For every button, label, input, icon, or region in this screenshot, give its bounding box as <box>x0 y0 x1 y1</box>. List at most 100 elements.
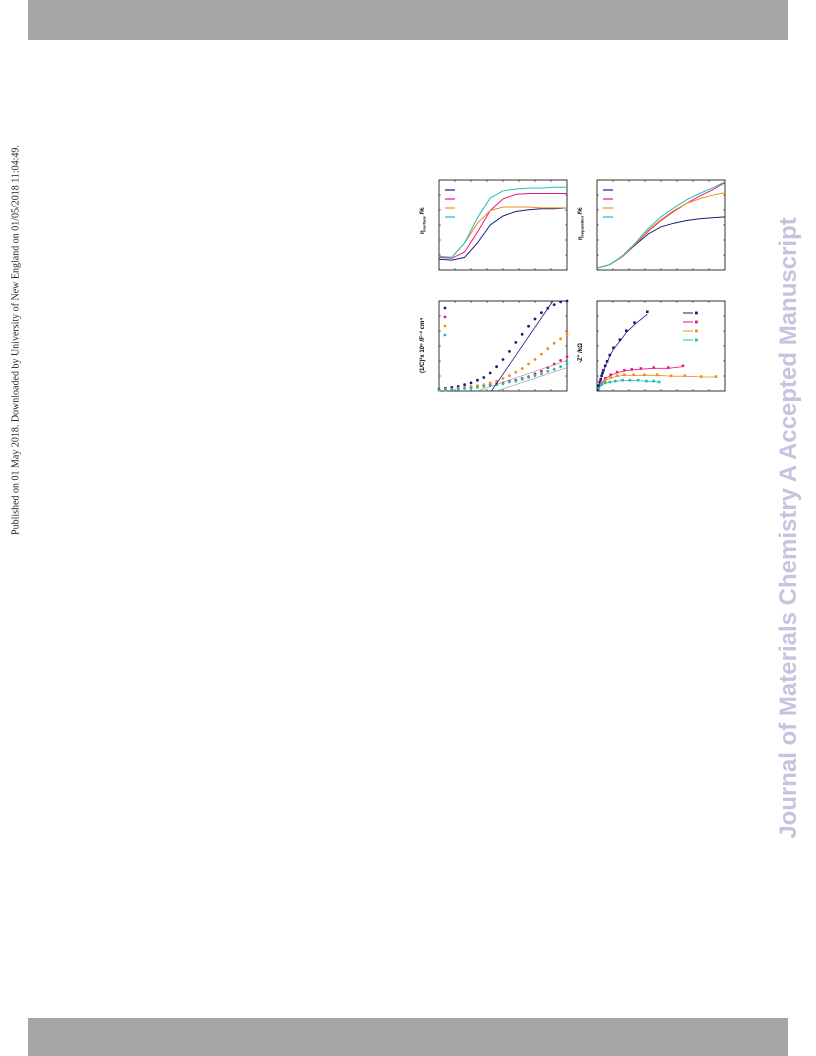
data-point <box>527 376 530 379</box>
data-point <box>559 365 562 369</box>
data-point <box>469 381 473 385</box>
data-point <box>605 360 609 363</box>
data-point <box>520 332 524 336</box>
legend-marker <box>695 311 698 315</box>
data-point <box>683 374 687 377</box>
data-point <box>437 388 441 392</box>
legend-marker <box>443 333 447 337</box>
data-point <box>623 373 626 377</box>
data-point <box>456 387 460 391</box>
data-point <box>632 373 635 377</box>
data-point <box>482 376 486 379</box>
data-point <box>601 371 604 375</box>
data-point <box>603 381 607 385</box>
data-point <box>501 382 505 386</box>
footer-bar <box>28 1018 788 1056</box>
data-point <box>636 378 640 382</box>
data-point <box>565 332 569 336</box>
data-point <box>508 350 511 353</box>
data-point <box>488 371 492 375</box>
data-point <box>597 387 601 390</box>
data-point <box>559 337 562 341</box>
data-point <box>520 377 524 381</box>
data-point <box>609 376 612 379</box>
chart-mott-schottky: (1/C)²x 10⁹ /F⁻² cm⁴ <box>419 299 569 392</box>
series-line <box>596 181 726 269</box>
data-point <box>714 375 718 378</box>
data-point <box>540 311 543 315</box>
data-point <box>656 373 659 377</box>
data-point <box>643 373 646 377</box>
data-point <box>565 299 569 303</box>
data-point <box>597 384 601 387</box>
y-axis-label: ηseparation /% <box>578 207 585 240</box>
data-point <box>533 374 537 378</box>
legend-marker <box>695 320 698 324</box>
data-point <box>463 386 466 390</box>
data-point <box>623 369 626 372</box>
data-point <box>444 388 447 392</box>
chart-nyquist: -Z'' /kΩ <box>578 300 726 392</box>
data-point <box>482 385 486 388</box>
chart-separation-efficiency: ηseparation /% <box>578 179 726 271</box>
data-point <box>645 379 648 383</box>
data-point <box>546 369 550 373</box>
data-point <box>609 373 612 377</box>
data-point <box>533 317 537 321</box>
data-point <box>476 386 479 389</box>
data-point <box>625 329 628 332</box>
data-point <box>667 366 670 369</box>
data-point <box>598 380 601 384</box>
series-line <box>438 207 568 261</box>
data-point <box>600 374 603 377</box>
data-point <box>602 369 605 372</box>
data-point <box>618 338 622 341</box>
legend-marker <box>695 338 698 342</box>
data-point <box>552 303 556 306</box>
publication-note: Published on 01 May 2018. Downloaded by … <box>10 145 22 535</box>
data-point <box>600 383 603 386</box>
y-axis-label: (1/C)²x 10⁹ /F⁻² cm⁴ <box>419 318 426 373</box>
data-point <box>540 352 543 356</box>
header-bar <box>28 0 788 40</box>
data-point <box>488 381 492 385</box>
data-point <box>527 362 530 366</box>
data-point <box>514 370 518 374</box>
y-axis-label: -Z'' /kΩ <box>578 343 584 363</box>
y-axis-label: ηsurface /% <box>420 207 427 234</box>
series-line <box>438 186 567 258</box>
data-point <box>608 353 612 357</box>
data-point <box>603 378 607 382</box>
data-point <box>450 387 454 391</box>
data-point <box>508 380 511 384</box>
legend-marker <box>443 324 447 328</box>
fit-line <box>496 367 568 392</box>
chart-surface-efficiency: ηsurface /% <box>420 179 568 271</box>
data-point <box>615 374 619 377</box>
data-point <box>546 347 550 351</box>
data-point <box>559 359 562 362</box>
data-point <box>540 372 543 376</box>
data-point <box>469 386 473 390</box>
data-point <box>520 367 524 370</box>
data-point <box>514 379 518 383</box>
data-point <box>540 369 543 373</box>
fit-line <box>477 360 568 392</box>
data-point <box>514 341 518 344</box>
data-point <box>603 377 607 380</box>
data-point <box>603 364 607 368</box>
legend-marker <box>443 315 447 319</box>
data-point <box>669 374 673 377</box>
data-point <box>608 380 612 384</box>
data-point <box>552 341 556 345</box>
data-point <box>681 364 685 368</box>
data-point <box>501 358 505 361</box>
data-point <box>565 355 569 359</box>
data-point <box>559 300 562 304</box>
data-point <box>565 362 569 366</box>
data-point <box>508 374 511 378</box>
data-point <box>533 358 537 361</box>
data-point <box>527 324 530 328</box>
data-point <box>612 346 615 350</box>
data-point <box>476 378 479 382</box>
